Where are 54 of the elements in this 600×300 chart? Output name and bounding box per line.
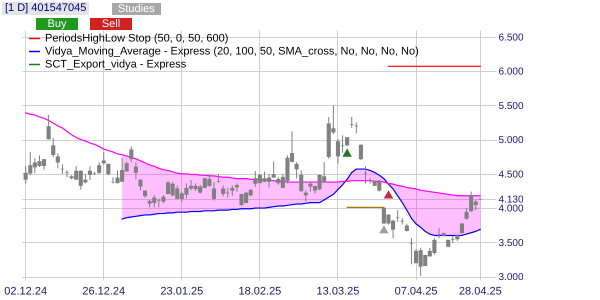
x-tick-label: 18.02.25 bbox=[238, 286, 282, 298]
candlestick bbox=[212, 182, 216, 202]
candlestick bbox=[358, 144, 363, 161]
point bbox=[342, 148, 352, 157]
y-tick-label: 5.500 bbox=[498, 100, 524, 112]
candlestick bbox=[336, 138, 340, 164]
legend-label: Vidya_Moving_Average - Express (20, 100, 50, SMA_cross, No, No, No, No) bbox=[45, 46, 419, 58]
x-tick-label: 23.01.25 bbox=[160, 286, 204, 298]
x-tick-label: 26.12.24 bbox=[82, 286, 126, 298]
y-tick-label: 5.000 bbox=[498, 135, 524, 146]
y-tick-label: 6.000 bbox=[498, 66, 524, 78]
candlestick bbox=[51, 138, 56, 158]
candlestick bbox=[294, 162, 299, 180]
y-tick-label: 4.130 bbox=[498, 194, 524, 206]
button: Sell bbox=[90, 18, 132, 30]
y-tick-label: 6.500 bbox=[498, 32, 524, 44]
line-series bbox=[122, 168, 481, 236]
candlestick bbox=[272, 161, 276, 178]
button: Buy bbox=[36, 18, 78, 30]
candlestick bbox=[102, 151, 106, 166]
x-tick-label: 02.12.24 bbox=[4, 286, 48, 298]
candlestick bbox=[115, 170, 120, 184]
candlestick bbox=[46, 114, 51, 140]
candlestick bbox=[188, 180, 194, 191]
legend-label: PeriodsHighLow Stop (50, 0, 50, 600) bbox=[45, 32, 228, 44]
candlestick bbox=[299, 170, 304, 192]
y-tick-label: 4.500 bbox=[498, 169, 524, 180]
candlestick bbox=[166, 180, 170, 195]
point bbox=[379, 225, 389, 234]
y-tick-label: 4.000 bbox=[498, 204, 524, 215]
candlestick bbox=[414, 248, 418, 264]
candlestick bbox=[106, 163, 110, 176]
candlestick bbox=[460, 222, 464, 234]
candlestick bbox=[97, 162, 102, 174]
y-tick-label: 3.500 bbox=[498, 238, 524, 249]
candlestick bbox=[239, 193, 244, 207]
candlestick bbox=[230, 184, 234, 196]
candlestick bbox=[134, 162, 138, 180]
button: Studies bbox=[112, 3, 161, 15]
candlestick bbox=[221, 184, 226, 197]
chart-title: [1 D] 401547045 bbox=[2, 2, 90, 15]
x-tick-label: 13.03.25 bbox=[316, 286, 360, 298]
candlestick bbox=[304, 190, 308, 202]
legend-label: SCT_Export_vidya - Express bbox=[45, 58, 187, 70]
x-tick-label: 07.04.25 bbox=[394, 286, 438, 298]
candlestick bbox=[129, 146, 134, 163]
x-tick-label: 28.04.25 bbox=[458, 286, 502, 298]
point bbox=[384, 190, 394, 198]
candlestick bbox=[88, 166, 92, 180]
candlestick bbox=[432, 238, 436, 256]
candlestick bbox=[42, 158, 46, 170]
candlestick bbox=[56, 152, 60, 169]
candlestick bbox=[464, 208, 469, 220]
y-tick-label: 3.000 bbox=[498, 272, 524, 284]
